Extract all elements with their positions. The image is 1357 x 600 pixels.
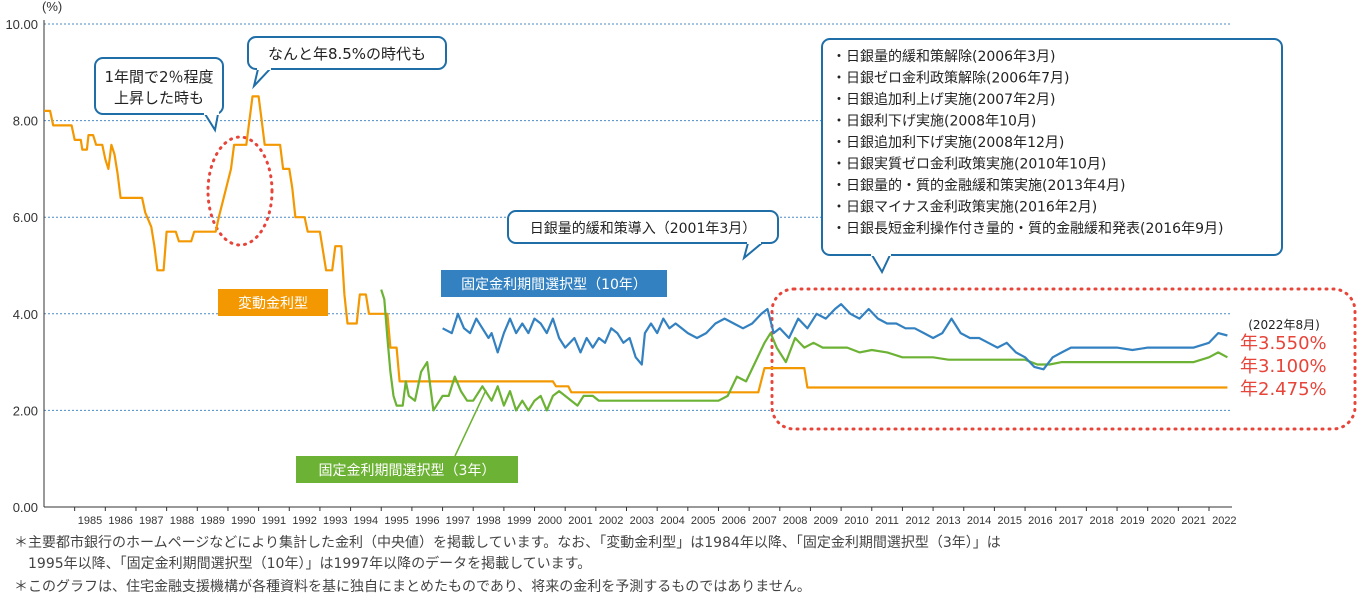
latest-value: 年3.550% bbox=[1240, 333, 1327, 354]
x-tick-label: 1995 bbox=[384, 515, 408, 527]
series-layer bbox=[44, 95, 1228, 412]
x-tick-label: 2005 bbox=[691, 515, 715, 527]
latest-value: 年3.100% bbox=[1240, 356, 1327, 377]
footnote-1: ＊主要都市銀行のホームページなどにより集計した金利（中央値）を掲載しています。な… bbox=[14, 535, 1001, 572]
x-tick-label: 2022 bbox=[1212, 515, 1236, 527]
y-tick-label: 8.00 bbox=[13, 114, 38, 129]
x-tick-label: 2002 bbox=[599, 515, 623, 527]
label-fixed3-text: 固定金利期間選択型（3年） bbox=[319, 463, 496, 479]
x-tick-label: 1999 bbox=[507, 515, 531, 527]
events-list: ・日銀量的緩和策解除(2006年3月) ・日銀ゼロ金利政策解除(2006年7月) ・… bbox=[832, 48, 1223, 237]
label-fixed10-text: 固定金利期間選択型（10年） bbox=[461, 277, 647, 293]
x-tick-label: 1996 bbox=[415, 515, 439, 527]
y-unit-label: (%) bbox=[42, 0, 62, 14]
event-item: ・日銀利下げ実施(2008年10月) bbox=[832, 114, 1036, 130]
x-tick-label: 2007 bbox=[752, 515, 776, 527]
x-tick-label: 2009 bbox=[814, 515, 838, 527]
series-line-fixed3 bbox=[380, 289, 1228, 412]
callout-qe2001: 日銀量的緩和策導入（2001年3月） bbox=[507, 210, 779, 261]
highlight-ellipse bbox=[206, 135, 274, 247]
x-tick-label: 2008 bbox=[783, 515, 807, 527]
label-variable-text: 変動金利型 bbox=[238, 295, 308, 312]
y-tick-label: 6.00 bbox=[13, 210, 38, 225]
y-tick-label: 10.00 bbox=[5, 17, 38, 32]
highlight-recent-box bbox=[770, 287, 1357, 431]
latest-values: 年3.550%年3.100%年2.475% bbox=[1240, 333, 1327, 400]
label-fixed3: 固定金利期間選択型（3年） bbox=[296, 389, 518, 483]
x-tick-label: 2014 bbox=[967, 515, 991, 527]
x-tick-label: 1989 bbox=[200, 515, 224, 527]
y-tick-label: 4.00 bbox=[13, 307, 38, 322]
x-tick-label: 2015 bbox=[997, 515, 1021, 527]
x-tick-label: 2021 bbox=[1181, 515, 1205, 527]
callout-peak-text: なんと年8.5%の時代も bbox=[268, 45, 426, 63]
series-line-variable bbox=[44, 95, 1228, 394]
event-item: ・日銀量的緩和策解除(2006年3月) bbox=[832, 48, 1055, 65]
callout-peak: なんと年8.5%の時代も bbox=[247, 36, 447, 90]
callout-rise-line: 上昇した時も bbox=[114, 89, 204, 107]
x-tick-label: 2013 bbox=[936, 515, 960, 527]
x-tick-label: 1993 bbox=[323, 515, 347, 527]
event-item: ・日銀マイナス金利政策実施(2016年2月) bbox=[832, 199, 1097, 216]
x-tick-label: 1990 bbox=[231, 515, 255, 527]
event-item: ・日銀追加利上げ実施(2007年2月) bbox=[832, 92, 1055, 108]
x-tick-label: 1994 bbox=[354, 515, 378, 527]
callout-rise-text: 1年間で2％程度上昇した時も bbox=[104, 68, 213, 107]
event-item: ・日銀実質ゼロ金利政策実施(2010年10月) bbox=[832, 156, 1106, 173]
x-tick-label: 2016 bbox=[1028, 515, 1052, 527]
event-item: ・日銀量的・質的金融緩和策実施(2013年4月) bbox=[832, 177, 1125, 194]
series-line-fixed10 bbox=[442, 303, 1228, 371]
x-tick-label: 1992 bbox=[292, 515, 316, 527]
x-tick-label: 1986 bbox=[108, 515, 132, 527]
y-axis: 0.00 2.00 4.00 6.00 8.00 10.00 bbox=[5, 17, 45, 515]
x-tick-label: 2001 bbox=[568, 515, 592, 527]
callout-events: ・日銀量的緩和策解除(2006年3月) ・日銀ゼロ金利政策解除(2006年7月) ・… bbox=[821, 38, 1283, 275]
label-fixed10: 固定金利期間選択型（10年） bbox=[441, 270, 667, 297]
callout-rise-line: 1年間で2％程度 bbox=[104, 68, 213, 86]
x-tick-label: 2006 bbox=[722, 515, 746, 527]
callout-qe2001-text: 日銀量的緩和策導入（2001年3月） bbox=[530, 220, 757, 237]
x-tick-label: 2019 bbox=[1120, 515, 1144, 527]
callout-rise: 1年間で2％程度上昇した時も bbox=[94, 57, 224, 133]
x-tick-label: 2000 bbox=[538, 515, 562, 527]
x-tick-label: 1998 bbox=[476, 515, 500, 527]
x-axis: 1985 1986 1987 1988 1989 1990 1991 1992 1993 1994… bbox=[44, 506, 1237, 527]
x-tick-label: 2012 bbox=[906, 515, 930, 527]
event-item: ・日銀ゼロ金利政策解除(2006年7月) bbox=[832, 70, 1069, 87]
event-item: ・日銀長短金利操作付き量的・質的金融緩和発表(2016年9月) bbox=[832, 221, 1223, 237]
x-tick-label: 1991 bbox=[262, 515, 286, 527]
x-tick-label: 2010 bbox=[844, 515, 868, 527]
x-tick-label: 1988 bbox=[170, 515, 194, 527]
event-item: ・日銀追加利下げ実施(2008年12月) bbox=[832, 135, 1064, 151]
x-tick-label: 1987 bbox=[139, 515, 163, 527]
y-tick-label: 2.00 bbox=[13, 403, 38, 418]
x-tick-label: 1985 bbox=[78, 515, 102, 527]
x-tick-label: 2017 bbox=[1059, 515, 1083, 527]
x-tick-label: 2020 bbox=[1151, 515, 1175, 527]
x-tick-label: 2018 bbox=[1089, 515, 1113, 527]
label-variable: 変動金利型 bbox=[218, 289, 328, 316]
footnote-2: ＊このグラフは、住宅金融支援機構が各種資料を基に独自にまとめたものであり、将来の… bbox=[14, 579, 811, 595]
x-tick-label: 2003 bbox=[630, 515, 654, 527]
latest-value: 年2.475% bbox=[1240, 379, 1327, 400]
y-tick-label: 0.00 bbox=[13, 500, 38, 515]
x-tick-label: 2011 bbox=[875, 515, 899, 527]
x-tick-label: 2004 bbox=[660, 515, 684, 527]
latest-date-label: (2022年8月) bbox=[1248, 318, 1320, 332]
x-tick-label: 1997 bbox=[446, 515, 470, 527]
